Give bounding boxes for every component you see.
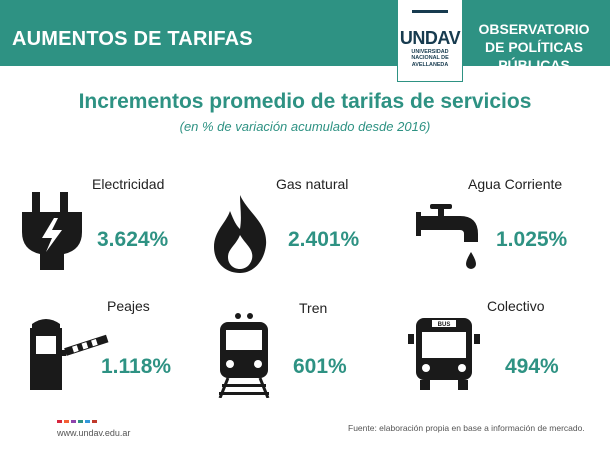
service-label-agua: Agua Corriente bbox=[468, 176, 563, 192]
color-dot bbox=[85, 420, 90, 423]
website-link[interactable]: www.undav.edu.ar bbox=[57, 428, 131, 438]
header-observatory: OBSERVATORIO DE POLÍTICAS PÚBLICAS bbox=[478, 21, 590, 73]
page-title: Incrementos promedio de tarifas de servi… bbox=[78, 90, 532, 113]
color-dot bbox=[64, 420, 69, 423]
train-icon bbox=[218, 313, 270, 398]
service-label-tren: Tren bbox=[299, 300, 328, 316]
undav-logo: UNDAV UNIVERSIDAD NACIONAL DE AVELLANEDA bbox=[397, 0, 463, 82]
service-value-gas: 2.401% bbox=[288, 228, 360, 251]
color-strip bbox=[57, 420, 97, 423]
service-label-colectivo: Colectivo bbox=[487, 298, 545, 314]
service-value-agua: 1.025% bbox=[496, 228, 568, 251]
color-dot bbox=[71, 420, 76, 423]
toll-booth-icon bbox=[30, 319, 109, 390]
page-subtitle: (en % de variación acumulado desde 2016) bbox=[179, 119, 431, 134]
service-value-colectivo: 494% bbox=[505, 355, 559, 378]
service-label-gas: Gas natural bbox=[276, 176, 349, 192]
logo-brand: UNDAV bbox=[399, 28, 461, 48]
service-value-peajes: 1.118% bbox=[101, 355, 172, 378]
bus-icon: BUS bbox=[408, 318, 480, 390]
service-value-tren: 601% bbox=[293, 355, 347, 378]
service-value-electricidad: 3.624% bbox=[97, 228, 169, 251]
color-dot bbox=[78, 420, 83, 423]
flame-icon bbox=[214, 195, 267, 273]
header-title: AUMENTOS DE TARIFAS bbox=[12, 28, 253, 50]
logo-mark-icon bbox=[412, 10, 448, 13]
logo-caption: UNIVERSIDAD NACIONAL DE AVELLANEDA bbox=[398, 49, 462, 68]
color-dot bbox=[92, 420, 97, 423]
service-label-peajes: Peajes bbox=[107, 298, 150, 314]
header-bar bbox=[0, 0, 610, 66]
logo-line-2: NACIONAL DE bbox=[411, 55, 449, 62]
service-label-electricidad: Electricidad bbox=[92, 176, 165, 192]
logo-line-3: AVELLANEDA bbox=[411, 61, 449, 68]
water-faucet-icon bbox=[416, 204, 478, 269]
source-note: Fuente: elaboración propia en base a inf… bbox=[348, 423, 585, 433]
electric-plug-icon bbox=[22, 192, 82, 270]
color-dot bbox=[57, 420, 62, 423]
logo-line-1: UNIVERSIDAD bbox=[411, 49, 449, 55]
svg-text:BUS: BUS bbox=[438, 322, 451, 328]
